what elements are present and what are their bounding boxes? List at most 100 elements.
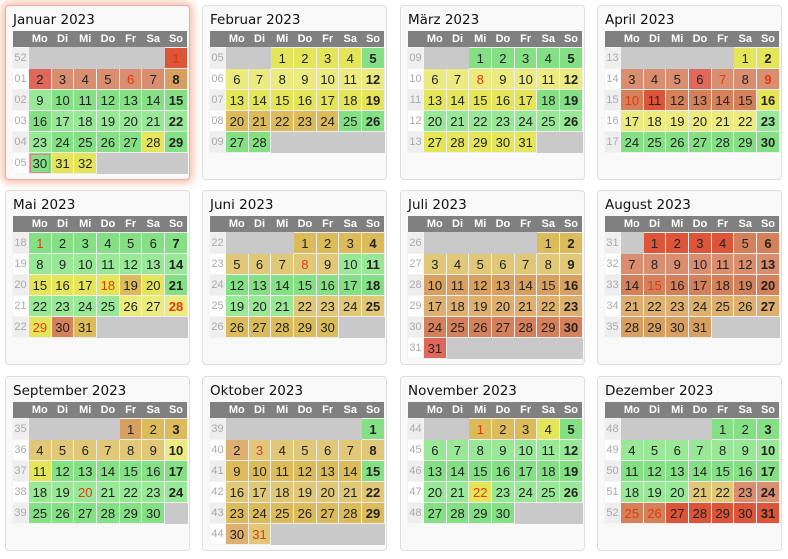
day-cell[interactable]: 9: [733, 439, 758, 461]
day-cell[interactable]: 1: [118, 418, 143, 440]
day-cell[interactable]: 10: [513, 439, 538, 461]
day-cell[interactable]: 2: [141, 418, 166, 440]
day-cell[interactable]: 20: [423, 481, 447, 503]
day-cell[interactable]: 26: [293, 502, 317, 524]
day-cell[interactable]: 16: [315, 274, 340, 296]
day-cell[interactable]: 3: [315, 47, 340, 69]
day-cell[interactable]: 22: [710, 481, 735, 503]
day-cell[interactable]: 22: [270, 110, 295, 132]
day-cell[interactable]: 6: [247, 253, 272, 275]
day-cell[interactable]: 30: [141, 502, 166, 524]
day-cell[interactable]: 9: [756, 68, 780, 90]
day-cell[interactable]: 4: [270, 439, 295, 461]
day-cell[interactable]: 24: [688, 295, 712, 317]
day-cell[interactable]: 25: [445, 316, 470, 338]
day-cell[interactable]: 13: [423, 460, 447, 482]
day-cell[interactable]: 8: [118, 439, 143, 461]
day-cell[interactable]: 21: [247, 110, 272, 132]
day-cell[interactable]: 15: [642, 274, 667, 296]
day-cell[interactable]: 24: [338, 295, 363, 317]
day-cell[interactable]: 25: [536, 110, 561, 132]
day-cell[interactable]: 11: [536, 68, 561, 90]
day-cell[interactable]: 9: [28, 89, 52, 111]
day-cell[interactable]: 24: [50, 131, 75, 153]
day-cell[interactable]: 26: [225, 316, 249, 338]
day-cell[interactable]: 7: [270, 253, 295, 275]
day-cell[interactable]: 17: [688, 274, 712, 296]
day-cell[interactable]: 26: [468, 316, 493, 338]
day-cell[interactable]: 29: [733, 131, 758, 153]
day-cell[interactable]: 30: [733, 502, 758, 524]
day-cell[interactable]: 20: [73, 481, 98, 503]
day-cell[interactable]: 21: [164, 274, 188, 296]
day-cell[interactable]: 14: [164, 253, 188, 275]
day-cell[interactable]: 15: [468, 89, 493, 111]
day-cell[interactable]: 22: [733, 110, 758, 132]
day-cell[interactable]: 23: [225, 502, 249, 524]
day-cell[interactable]: 24: [247, 502, 272, 524]
day-cell[interactable]: 27: [491, 316, 515, 338]
day-cell[interactable]: 5: [225, 253, 249, 275]
day-cell[interactable]: 30: [28, 152, 52, 174]
day-cell[interactable]: 3: [756, 418, 780, 440]
day-cell[interactable]: 25: [28, 502, 52, 524]
day-cell[interactable]: 29: [118, 502, 143, 524]
day-cell[interactable]: 4: [620, 439, 644, 461]
day-cell[interactable]: 5: [293, 439, 317, 461]
day-cell[interactable]: 18: [361, 274, 385, 296]
day-cell[interactable]: 2: [733, 418, 758, 440]
day-cell[interactable]: 24: [620, 131, 644, 153]
day-cell[interactable]: 9: [141, 439, 166, 461]
day-cell[interactable]: 14: [710, 89, 735, 111]
day-cell[interactable]: 23: [491, 481, 515, 503]
day-cell[interactable]: 19: [118, 274, 143, 296]
day-cell[interactable]: 19: [361, 89, 385, 111]
day-cell[interactable]: 24: [513, 481, 538, 503]
day-cell[interactable]: 31: [513, 131, 538, 153]
day-cell[interactable]: 6: [756, 232, 780, 254]
day-cell[interactable]: 13: [688, 89, 712, 111]
day-cell[interactable]: 10: [338, 253, 363, 275]
day-cell[interactable]: 20: [491, 295, 515, 317]
day-cell[interactable]: 28: [141, 131, 166, 153]
day-cell[interactable]: 6: [73, 439, 98, 461]
day-cell[interactable]: 10: [315, 68, 340, 90]
day-cell[interactable]: 5: [361, 47, 385, 69]
day-cell[interactable]: 1: [642, 232, 667, 254]
day-cell[interactable]: 31: [756, 502, 780, 524]
day-cell[interactable]: 3: [513, 418, 538, 440]
day-cell[interactable]: 4: [710, 232, 735, 254]
day-cell[interactable]: 16: [50, 274, 75, 296]
day-cell[interactable]: 10: [247, 460, 272, 482]
day-cell[interactable]: 23: [665, 295, 690, 317]
day-cell[interactable]: 28: [270, 316, 295, 338]
day-cell[interactable]: 24: [756, 481, 780, 503]
day-cell[interactable]: 26: [733, 295, 758, 317]
day-cell[interactable]: 4: [96, 232, 120, 254]
day-cell[interactable]: 17: [620, 110, 644, 132]
day-cell[interactable]: 4: [445, 253, 470, 275]
day-cell[interactable]: 8: [733, 68, 758, 90]
day-cell[interactable]: 20: [665, 481, 690, 503]
day-cell[interactable]: 27: [225, 131, 249, 153]
day-cell[interactable]: 9: [491, 68, 515, 90]
day-cell[interactable]: 17: [315, 89, 340, 111]
day-cell[interactable]: 3: [688, 232, 712, 254]
day-cell[interactable]: 22: [468, 481, 493, 503]
day-cell[interactable]: 16: [28, 110, 52, 132]
day-cell[interactable]: 1: [28, 232, 52, 254]
day-cell[interactable]: 2: [225, 439, 249, 461]
day-cell[interactable]: 18: [710, 274, 735, 296]
day-cell[interactable]: 1: [468, 418, 493, 440]
day-cell[interactable]: 28: [688, 502, 712, 524]
day-cell[interactable]: 9: [559, 253, 583, 275]
day-cell[interactable]: 14: [620, 274, 644, 296]
day-cell[interactable]: 2: [293, 47, 317, 69]
day-cell[interactable]: 16: [491, 460, 515, 482]
day-cell[interactable]: 2: [28, 68, 52, 90]
day-cell[interactable]: 21: [141, 110, 166, 132]
day-cell[interactable]: 25: [361, 295, 385, 317]
day-cell[interactable]: 1: [361, 418, 385, 440]
day-cell[interactable]: 19: [665, 110, 690, 132]
day-cell[interactable]: 24: [73, 295, 98, 317]
